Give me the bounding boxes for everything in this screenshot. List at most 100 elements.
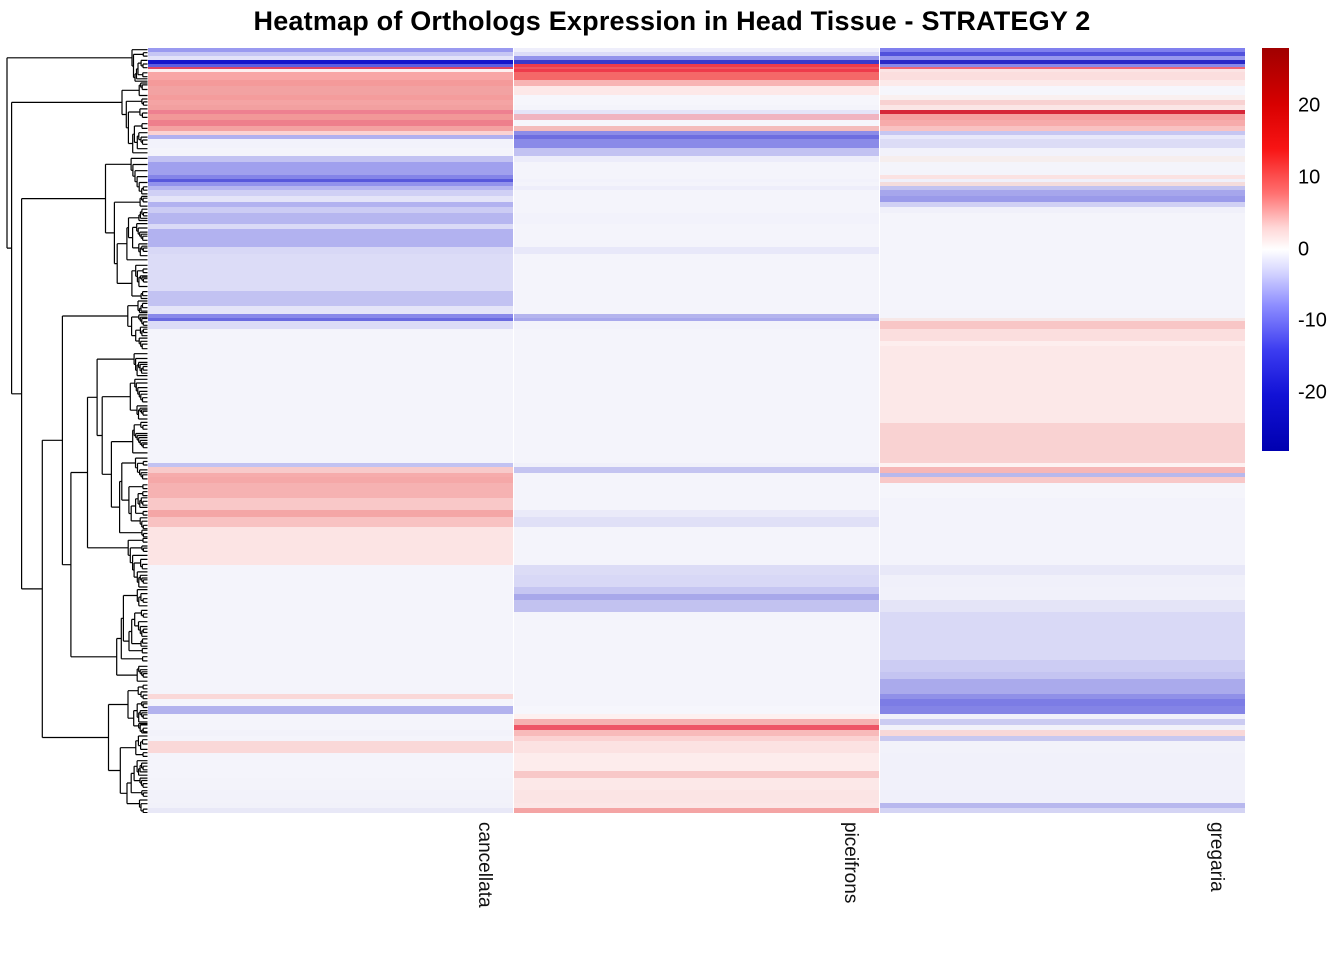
heatmap-row-strip <box>880 105 1245 110</box>
heatmap-row-strip <box>514 318 879 321</box>
heatmap-row-strip <box>514 803 879 808</box>
heatmap-column-gregaria <box>880 48 1245 813</box>
heatmap-row-strip <box>880 179 1245 182</box>
heatmap-row-strip <box>148 790 513 803</box>
heatmap-row-strip <box>148 423 513 463</box>
heatmap-row-strip <box>148 110 513 114</box>
heatmap-row-strip <box>880 72 1245 80</box>
heatmap-row-strip <box>880 175 1245 179</box>
heatmap-row-strip <box>514 69 879 72</box>
heatmap-row-strip <box>514 329 879 341</box>
heatmap-row-strip <box>514 660 879 672</box>
heatmap-row-strip <box>514 100 879 105</box>
heatmap-row-strip <box>514 247 879 254</box>
heatmap-row-strip <box>880 67 1245 69</box>
heatmap-row-strip <box>514 67 879 69</box>
heatmap-row-strip <box>148 148 513 156</box>
heatmap-row-strip <box>148 694 513 699</box>
heatmap-row-strip <box>880 56 1245 60</box>
heatmap-row-strip <box>880 329 1245 341</box>
heatmap-row-strip <box>148 120 513 126</box>
heatmap-row-strip <box>514 517 879 527</box>
heatmap-row-strip <box>514 56 879 60</box>
heatmap-row-strip <box>514 64 879 67</box>
column-label-piceifrons: piceifrons <box>840 822 861 904</box>
heatmap-row-strip <box>514 52 879 56</box>
heatmap-row-strip <box>514 60 879 64</box>
heatmap-row-strip <box>880 202 1245 207</box>
heatmap-row-strip <box>514 341 879 346</box>
heatmap-row-strip <box>148 95 513 100</box>
heatmap-row-strip <box>514 672 879 679</box>
heatmap-row-strip <box>880 64 1245 67</box>
heatmap-row-strip <box>514 291 879 306</box>
heatmap-row-strip <box>514 527 879 565</box>
heatmap-row-strip <box>148 48 513 52</box>
heatmap-row-strip <box>880 110 1245 114</box>
heatmap-row-strip <box>148 131 513 135</box>
heatmap-row-strip <box>514 314 879 318</box>
heatmap-row-strip <box>148 186 513 190</box>
heatmap-row-strip <box>148 175 513 179</box>
legend-tick-label: 0 <box>1298 238 1310 260</box>
heatmap-row-strip <box>514 463 879 467</box>
heatmap-row-strip <box>148 69 513 72</box>
heatmap-row-strip <box>514 699 879 706</box>
heatmap-row-strip <box>880 527 1245 565</box>
heatmap-row-strip <box>514 321 879 329</box>
heatmap-row-strip <box>514 600 879 612</box>
heatmap-row-strip <box>148 64 513 67</box>
heatmap-row-strip <box>880 517 1245 527</box>
heatmap-row-strip <box>514 587 879 594</box>
heatmap-row-strip <box>880 196 1245 202</box>
heatmap-row-strip <box>880 148 1245 156</box>
heatmap-row-strip <box>148 341 513 346</box>
heatmap-row-strip <box>880 80 1245 86</box>
heatmap-row-strip <box>880 699 1245 706</box>
heatmap-row-strip <box>514 148 879 156</box>
heatmap-row-strip <box>880 120 1245 126</box>
heatmap-row-strip <box>148 565 513 575</box>
heatmap-row-strip <box>514 730 879 736</box>
heatmap-row-strip <box>514 467 879 473</box>
heatmap-row-strip <box>880 86 1245 95</box>
heatmap-row-strip <box>148 699 513 706</box>
heatmap-row-strip <box>880 52 1245 56</box>
heatmap-row-strip <box>148 463 513 467</box>
heatmap-row-strip <box>880 463 1245 467</box>
heatmap-row-strip <box>148 207 513 213</box>
heatmap-row-strip <box>880 803 1245 808</box>
heatmap-row-strip <box>880 135 1245 139</box>
heatmap-row-strip <box>514 190 879 196</box>
heatmap-row-strip <box>148 229 513 247</box>
heatmap-row-strip <box>148 660 513 672</box>
heatmap-row-strip <box>148 510 513 517</box>
heatmap-row-strip <box>880 95 1245 100</box>
heatmap-row-strip <box>880 291 1245 306</box>
heatmap-row-strip <box>148 736 513 741</box>
heatmap-row-strip <box>880 162 1245 175</box>
heatmap-row-strip <box>514 306 879 314</box>
heatmap-row-strip <box>880 190 1245 196</box>
heatmap-column-piceifrons <box>514 48 879 813</box>
heatmap-row-strip <box>514 182 879 186</box>
heatmap-row-strip <box>880 778 1245 790</box>
heatmap-row-strip <box>148 498 513 510</box>
heatmap-row-strip <box>514 120 879 126</box>
heatmap-row-strip <box>514 423 879 463</box>
heatmap-row-strip <box>148 196 513 202</box>
heatmap-row-strip <box>514 186 879 190</box>
heatmap-row-strip <box>148 291 513 306</box>
heatmap-row-strip <box>148 527 513 565</box>
heatmap-row-strip <box>514 175 879 179</box>
heatmap-row-strip <box>148 139 513 148</box>
heatmap-row-strip <box>514 473 879 477</box>
heatmap-row-strip <box>148 594 513 600</box>
heatmap-row-strip <box>880 725 1245 730</box>
heatmap-row-strip <box>880 182 1245 186</box>
heatmap-row-strip <box>148 213 513 224</box>
heatmap-row-strip <box>148 725 513 730</box>
heatmap-row-strip <box>880 730 1245 736</box>
heatmap-row-strip <box>148 224 513 229</box>
heatmap-row-strip <box>514 213 879 224</box>
